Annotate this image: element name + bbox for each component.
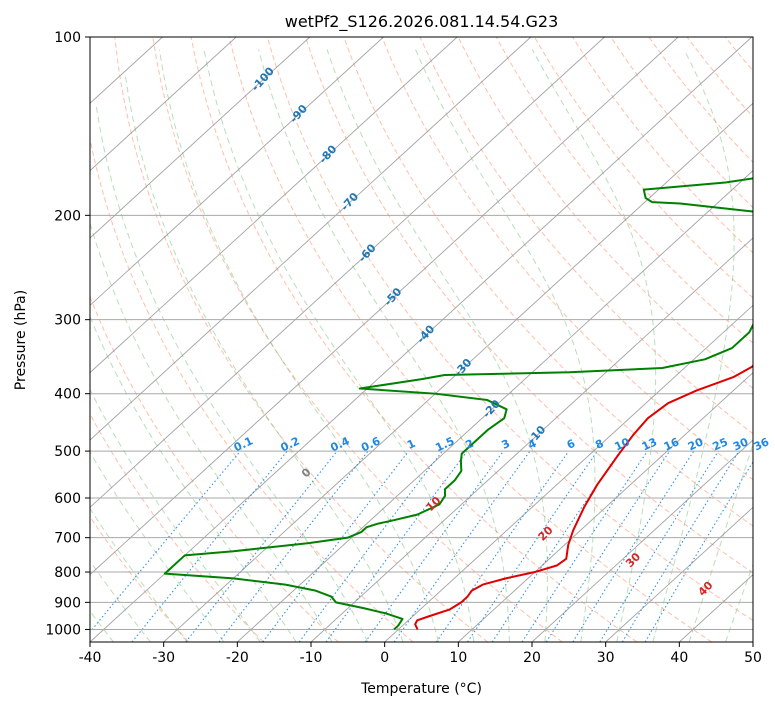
mixing-ratio-line bbox=[621, 450, 740, 642]
dry-adiabat bbox=[114, 37, 488, 642]
skewed-isotherm bbox=[90, 37, 679, 576]
plot-frame bbox=[89, 36, 754, 643]
mixing-ratio-label: 30 bbox=[731, 435, 751, 453]
dry-adiabat bbox=[381, 37, 753, 481]
skewed-isotherm bbox=[90, 37, 311, 239]
y-tick-label: 600 bbox=[54, 491, 81, 507]
moist-adiabat bbox=[124, 72, 404, 642]
moist-adiabat bbox=[95, 104, 369, 642]
moist-adiabat bbox=[158, 49, 439, 642]
pressure-grid bbox=[90, 37, 753, 630]
moist-adiabat bbox=[90, 221, 333, 642]
mixing-ratio-line bbox=[262, 450, 410, 642]
dry-adiabat bbox=[266, 37, 753, 622]
y-tick-label: 500 bbox=[54, 444, 81, 460]
skewed-isotherm bbox=[605, 506, 753, 642]
moist-adiabat bbox=[90, 388, 261, 642]
y-tick-label: 700 bbox=[54, 531, 81, 547]
y-tick-label: 800 bbox=[54, 565, 81, 581]
dry-adiabat bbox=[343, 37, 753, 527]
mixing-ratio-line bbox=[435, 450, 570, 642]
y-tick-label: 1000 bbox=[45, 622, 81, 638]
moist-adiabat bbox=[688, 442, 753, 642]
dry-adiabat bbox=[228, 37, 712, 642]
x-tick-label: 20 bbox=[523, 650, 541, 666]
mixing-ratio-line bbox=[131, 450, 288, 642]
mixing-ratio-line bbox=[599, 450, 719, 642]
mixing-ratio-line bbox=[467, 450, 598, 642]
moist-adiabat bbox=[203, 49, 475, 642]
x-tick-label: 30 bbox=[597, 650, 615, 666]
dry-adiabat bbox=[495, 37, 753, 344]
y-axis-label: Pressure (hPa) bbox=[13, 290, 29, 390]
mixing-ratio-label: 13 bbox=[640, 435, 659, 453]
skewed-isotherm bbox=[90, 37, 605, 508]
moist-adiabat bbox=[725, 563, 753, 642]
mixing-ratio-label: 16 bbox=[662, 435, 682, 453]
x-tick-label: 50 bbox=[744, 650, 762, 666]
moist-adiabat bbox=[326, 49, 548, 642]
skewed-isotherm bbox=[163, 102, 753, 642]
moist-adiabat bbox=[258, 49, 510, 642]
skewed-isotherm bbox=[90, 37, 237, 172]
skewed-isotherm bbox=[237, 170, 753, 642]
y-tick-label: 200 bbox=[54, 208, 81, 224]
moist-adiabat bbox=[652, 49, 735, 642]
mixing-ratio-line bbox=[545, 450, 670, 642]
dry-adiabat bbox=[152, 37, 563, 642]
skewed-isotherm bbox=[531, 439, 753, 642]
y-tick-label: 400 bbox=[54, 387, 81, 403]
x-tick-label: -10 bbox=[300, 650, 323, 666]
skewed-isotherm bbox=[90, 37, 458, 374]
mixing-ratio-label: 20 bbox=[686, 435, 706, 453]
x-tick-label: -20 bbox=[226, 650, 249, 666]
x-axis: -40 -30 -20 -10 0 10 20 30 40 50 bbox=[79, 642, 762, 666]
mixing-ratio-line bbox=[298, 450, 443, 642]
x-tick-label: -30 bbox=[152, 650, 175, 666]
mixing-ratio-line bbox=[364, 450, 504, 642]
chart-title: wetPf2_S126.2026.081.14.54.G23 bbox=[285, 12, 559, 32]
dry-adiabat bbox=[457, 37, 753, 389]
skewed-isotherm bbox=[90, 37, 753, 642]
skewed-isotherm bbox=[310, 237, 753, 642]
temperature-line bbox=[414, 363, 753, 630]
dry-adiabat bbox=[305, 37, 753, 574]
mixing-ratio-line bbox=[325, 450, 468, 642]
moist-adiabat bbox=[90, 451, 225, 642]
skewed-isotherm bbox=[90, 37, 532, 441]
x-tick-label: 40 bbox=[670, 650, 688, 666]
skewed-isotherm bbox=[384, 304, 753, 642]
x-tick-label: 0 bbox=[380, 650, 389, 666]
mixing-ratio-label: 10 bbox=[612, 435, 632, 453]
dry-adiabat bbox=[419, 37, 753, 435]
mixing-ratio-line bbox=[521, 450, 648, 642]
mixing-ratio-line bbox=[90, 450, 241, 633]
mixing-ratio-label: 36 bbox=[752, 435, 772, 453]
y-tick-label: 300 bbox=[54, 313, 81, 329]
dry-adiabat bbox=[90, 412, 264, 642]
skewed-isotherm bbox=[90, 37, 384, 306]
dry-adiabat bbox=[534, 37, 753, 299]
x-axis-label: Temperature (°C) bbox=[360, 681, 482, 697]
x-tick-label: -40 bbox=[79, 650, 102, 666]
y-axis: 100 200 300 400 500 600 700 800 900 1000 bbox=[45, 30, 90, 638]
dewpoint-line bbox=[163, 177, 753, 631]
mixing-ratio-line bbox=[185, 450, 338, 642]
y-tick-label: 900 bbox=[54, 595, 81, 611]
y-tick-label: 100 bbox=[54, 30, 81, 46]
series-group bbox=[163, 177, 753, 631]
mixing-ratio-line bbox=[393, 450, 531, 642]
x-tick-label: 10 bbox=[449, 650, 467, 666]
mixing-ratio-label: 25 bbox=[711, 435, 730, 453]
